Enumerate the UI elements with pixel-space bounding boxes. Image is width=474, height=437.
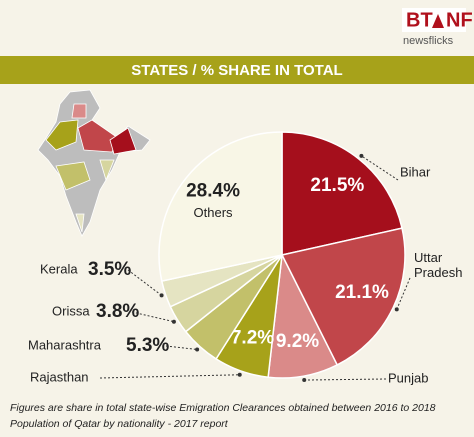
footnote: Population of Qatar by nationality - 201…	[10, 418, 228, 430]
chart-title: STATES / % SHARE IN TOTAL	[131, 62, 342, 79]
leader-dot	[195, 347, 200, 352]
value-label: 3.5%	[88, 259, 131, 280]
leader-line	[361, 155, 399, 181]
category-label: Orissa	[52, 303, 90, 318]
leader-dot	[359, 153, 364, 158]
leader-dot	[394, 307, 399, 312]
leader-line	[99, 374, 240, 379]
value-label: 5.3%	[126, 335, 169, 356]
leader-dot	[159, 293, 164, 298]
logo-icon	[432, 14, 444, 28]
leader-line	[165, 345, 198, 350]
category-label: Punjab	[388, 370, 428, 385]
india-map	[37, 89, 151, 237]
leader-dot	[237, 372, 242, 377]
footnote: Figures are share in total state-wise Em…	[10, 402, 436, 414]
leader-line	[396, 277, 411, 310]
value-label: 21.1%	[335, 282, 389, 303]
logo-right: NF	[446, 9, 473, 31]
leader-line	[131, 311, 175, 323]
pie-slice	[158, 131, 283, 282]
value-label: 28.4%	[186, 180, 240, 201]
value-label: 21.5%	[310, 175, 364, 196]
value-label: 7.2%	[231, 328, 274, 349]
leader-line	[127, 269, 162, 296]
category-label: Others	[194, 205, 234, 220]
category-label: Bihar	[400, 164, 431, 179]
leader-dot	[302, 378, 307, 383]
leader-line	[304, 378, 387, 381]
category-label: Uttar Pradesh	[414, 250, 463, 280]
category-label: Kerala	[40, 261, 78, 276]
value-label: 3.8%	[96, 301, 139, 322]
title-band	[0, 56, 474, 84]
logo-tagline: newsflicks	[403, 35, 454, 47]
category-label: Rajasthan	[30, 369, 89, 384]
category-label: Maharashtra	[28, 337, 102, 352]
logo-left: BT	[406, 9, 433, 31]
value-label: 9.2%	[276, 331, 319, 352]
leader-dot	[171, 319, 176, 324]
pie-slice	[280, 227, 406, 366]
pie-slice	[281, 131, 403, 256]
